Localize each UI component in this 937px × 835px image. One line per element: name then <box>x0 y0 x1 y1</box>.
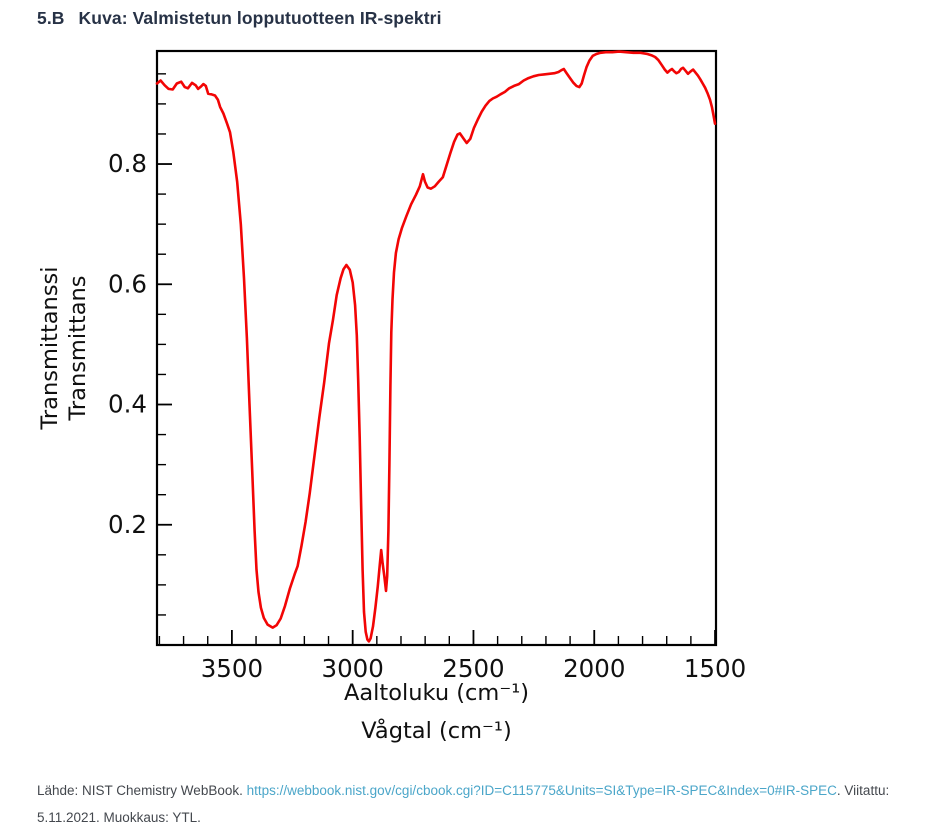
ir-spectrum-curve <box>155 50 717 643</box>
source-suffix: . Viitattu: 5.11.2021. Muokkaus: YTL. <box>37 782 890 825</box>
x-tick-label: 1500 <box>684 654 746 683</box>
x-tick-label: 3000 <box>321 654 383 683</box>
figure-title-text: Kuva: Valmistetun lopputuotteen IR-spekt… <box>78 8 442 28</box>
y-tick-label: 0.6 <box>108 269 147 298</box>
figure-number: 5.B <box>37 8 65 28</box>
y-tick-label: 0.2 <box>108 510 147 539</box>
y-tick-label: 0.8 <box>108 149 147 178</box>
source-note: Lähde: NIST Chemistry WebBook. https://w… <box>37 777 919 831</box>
y-tick-label: 0.4 <box>108 390 147 419</box>
x-tick-label: 3500 <box>201 654 263 683</box>
figure-title: 5.B Kuva: Valmistetun lopputuotteen IR-sp… <box>37 8 442 29</box>
plot-frame <box>155 49 718 647</box>
y-axis-label-fi: Transmittanssi <box>37 266 63 430</box>
x-tick-label: 2000 <box>563 654 625 683</box>
x-axis-label-sv: Vågtal (cm⁻¹) <box>361 716 511 744</box>
source-prefix: Lähde: NIST Chemistry WebBook. <box>37 782 247 798</box>
x-tick-label: 2500 <box>442 654 504 683</box>
source-link[interactable]: https://webbook.nist.gov/cgi/cbook.cgi?I… <box>246 782 837 798</box>
x-axis-label-fi: Aaltoluku (cm⁻¹) <box>344 680 529 706</box>
y-axis-label-sv: Transmittans <box>65 275 91 421</box>
